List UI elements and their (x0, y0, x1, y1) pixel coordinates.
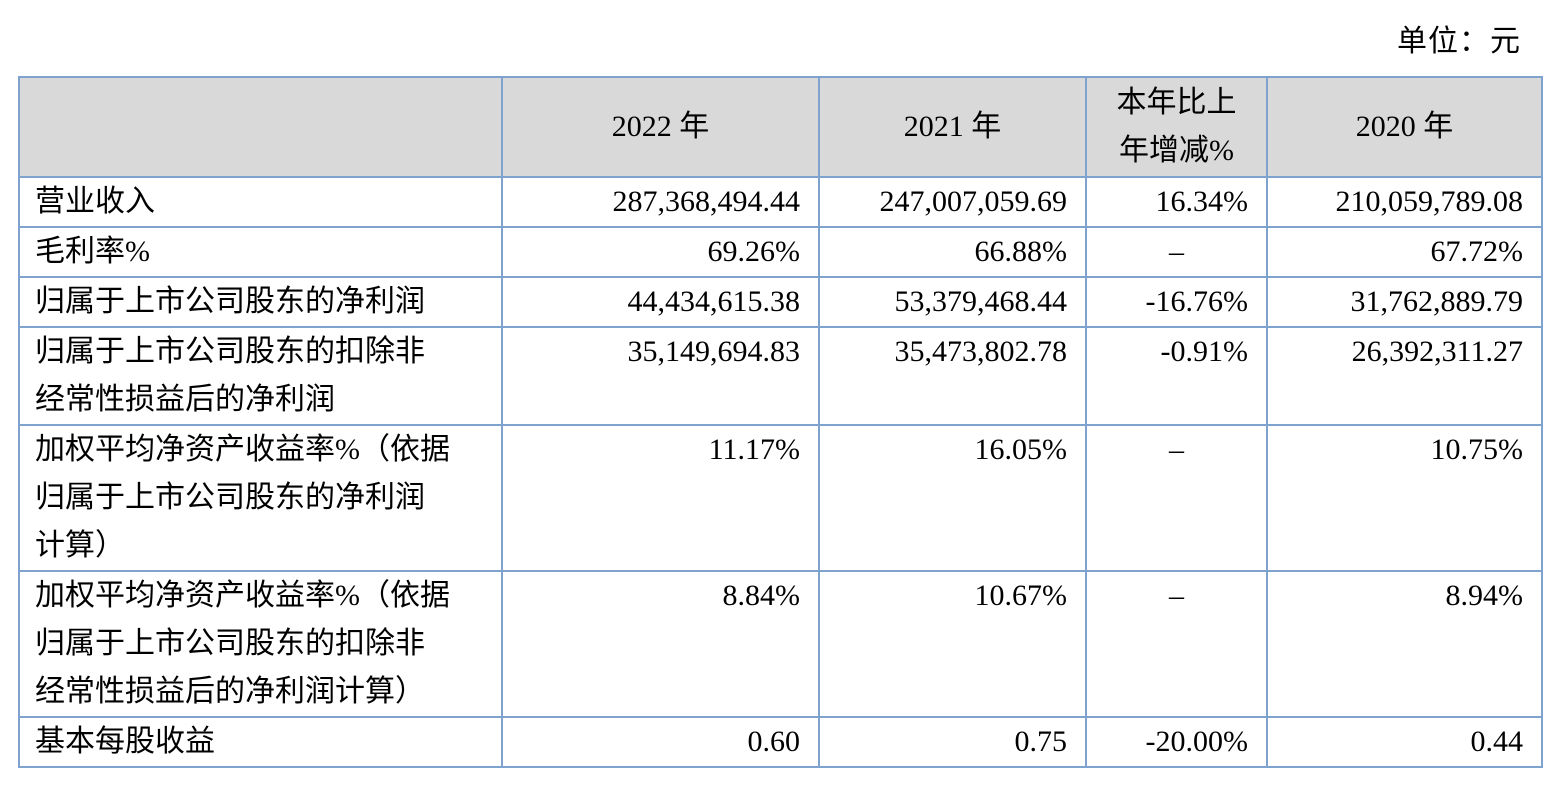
value-cell-v2021: 0.75 (818, 716, 1087, 768)
value-cell-v2020: 210,059,789.08 (1266, 176, 1543, 228)
value-cell-v2021: 53,379,468.44 (818, 276, 1087, 328)
row-label-cell: 基本每股收益 (18, 716, 503, 768)
column-header-yoy: 本年比上 年增减% (1085, 76, 1268, 178)
table-row: 归属于上市公司股东的净利润 44,434,615.38 53,379,468.44-… (18, 276, 1543, 328)
value-cell-v2022: 35,149,694.83 (501, 326, 820, 426)
table-row: 加权平均净资产收益率%（依据 归属于上市公司股东的扣除非 经常性损益后的净利润计… (18, 570, 1543, 718)
value-cell-yoy: -16.76% (1085, 276, 1268, 328)
value-cell-v2022: 0.60 (501, 716, 820, 768)
financial-summary-table: 2022 年 2021 年 本年比上 年增减% 2020 年 营业收入 287,3… (18, 76, 1543, 768)
table-row: 加权平均净资产收益率%（依据 归属于上市公司股东的净利润 计算） 11.17% 16… (18, 424, 1543, 572)
table-row: 归属于上市公司股东的扣除非 经常性损益后的净利润 35,149,694.83 35,… (18, 326, 1543, 426)
table-row: 营业收入 287,368,494.44 247,007,059.69 16.34% 21… (18, 176, 1543, 228)
table-body: 营业收入 287,368,494.44 247,007,059.69 16.34% 21… (18, 176, 1543, 768)
column-header-2020: 2020 年 (1266, 76, 1543, 178)
document-page: 单位：元 2022 年 2021 年 本年比上 年增减% 2020 年 营业收入… (18, 25, 1543, 768)
value-cell-v2020: 0.44 (1266, 716, 1543, 768)
value-cell-v2021: 10.67% (818, 570, 1087, 718)
value-cell-yoy: – (1085, 226, 1268, 278)
value-cell-v2021: 16.05% (818, 424, 1087, 572)
value-cell-v2021: 247,007,059.69 (818, 176, 1087, 228)
row-label-cell: 加权平均净资产收益率%（依据 归属于上市公司股东的扣除非 经常性损益后的净利润计… (18, 570, 503, 718)
value-cell-v2020: 31,762,889.79 (1266, 276, 1543, 328)
row-label-cell: 毛利率% (18, 226, 503, 278)
table-row: 基本每股收益 0.60 0.75 -20.00% 0.44 (18, 716, 1543, 768)
header-row: 2022 年 2021 年 本年比上 年增减% 2020 年 (18, 76, 1543, 178)
value-cell-v2022: 11.17% (501, 424, 820, 572)
value-cell-yoy: – (1085, 424, 1268, 572)
value-cell-yoy: -0.91% (1085, 326, 1268, 426)
value-cell-v2021: 66.88% (818, 226, 1087, 278)
value-cell-v2022: 69.26% (501, 226, 820, 278)
row-label-cell: 加权平均净资产收益率%（依据 归属于上市公司股东的净利润 计算） (18, 424, 503, 572)
value-cell-yoy: -20.00% (1085, 716, 1268, 768)
column-header-item (18, 76, 503, 178)
value-cell-v2021: 35,473,802.78 (818, 326, 1087, 426)
row-label-cell: 营业收入 (18, 176, 503, 228)
column-header-2022: 2022 年 (501, 76, 820, 178)
row-label-cell: 归属于上市公司股东的净利润 (18, 276, 503, 328)
table-header: 2022 年 2021 年 本年比上 年增减% 2020 年 (18, 76, 1543, 178)
column-header-2021: 2021 年 (818, 76, 1087, 178)
value-cell-yoy: – (1085, 570, 1268, 718)
value-cell-v2020: 8.94% (1266, 570, 1543, 718)
value-cell-v2022: 287,368,494.44 (501, 176, 820, 228)
row-label-cell: 归属于上市公司股东的扣除非 经常性损益后的净利润 (18, 326, 503, 426)
value-cell-v2022: 8.84% (501, 570, 820, 718)
table-row: 毛利率% 69.26% 66.88% –67.72% (18, 226, 1543, 278)
unit-label: 单位：元 (1397, 25, 1521, 58)
value-cell-yoy: 16.34% (1085, 176, 1268, 228)
value-cell-v2020: 10.75% (1266, 424, 1543, 572)
value-cell-v2020: 67.72% (1266, 226, 1543, 278)
value-cell-v2020: 26,392,311.27 (1266, 326, 1543, 426)
value-cell-v2022: 44,434,615.38 (501, 276, 820, 328)
